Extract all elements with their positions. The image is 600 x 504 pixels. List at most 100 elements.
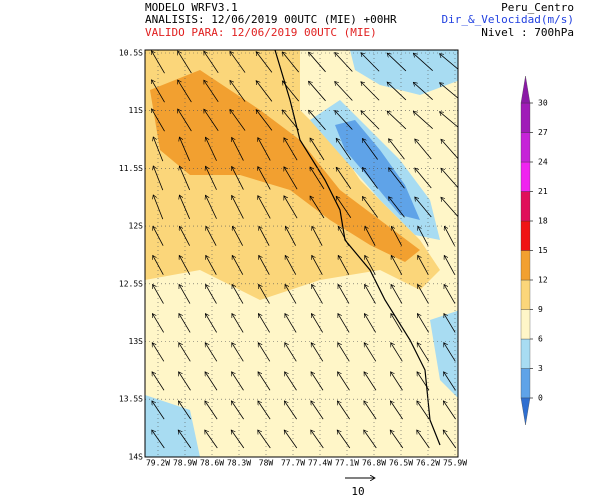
colorbar-label: 18 (538, 217, 548, 226)
lat-label: 13.5S (119, 395, 143, 404)
colorbar-label: 21 (538, 187, 548, 196)
wind-arrow (152, 430, 165, 449)
wind-arrow (256, 110, 273, 131)
wind-arrow (444, 284, 456, 304)
wind-arrow (258, 138, 271, 161)
wind-arrow (151, 343, 165, 362)
wind-arrow (361, 53, 380, 72)
colorbar-label: 30 (538, 99, 548, 108)
wind-arrow (284, 430, 298, 449)
wind-arrow (336, 167, 352, 189)
wind-arrow (258, 372, 271, 391)
wind-arrow (284, 167, 298, 190)
wind-arrow (231, 343, 244, 362)
wind-arrow (413, 82, 433, 100)
wind-arrow (284, 343, 297, 362)
lon-label: 76.5W (389, 459, 413, 468)
lon-label: 78.9W (173, 459, 197, 468)
wind-arrow (416, 343, 430, 362)
wind-arrow (417, 372, 430, 391)
wind-arrow (362, 196, 378, 218)
wind-arrow (230, 109, 246, 131)
lat-label: 14S (129, 452, 144, 461)
wind-arrow (205, 314, 217, 333)
wind-arrow (337, 314, 350, 333)
wind-arrow (177, 80, 192, 103)
wind-arrow (232, 137, 244, 161)
colorbar-label: 9 (538, 305, 543, 314)
wind-arrow (418, 226, 429, 246)
wind-arrow (285, 255, 297, 275)
wind-arrow (285, 284, 297, 304)
wind-arrow (311, 314, 323, 333)
wind-arrow (151, 80, 165, 103)
wind-arrow (387, 111, 407, 130)
lon-label: 75.9W (443, 459, 467, 468)
wind-arrow (232, 284, 244, 304)
wind-arrow (335, 52, 353, 72)
wind-arrow (179, 372, 191, 391)
wind-arrow (205, 401, 218, 420)
wind-arrow (152, 401, 165, 420)
colorbar-label: 3 (538, 364, 543, 373)
wind-arrow (364, 401, 377, 420)
wind-arrow (440, 83, 458, 99)
region: Peru_Centro (501, 1, 574, 14)
wind-arrow (335, 110, 353, 130)
lon-label: 78.3W (227, 459, 251, 468)
wind-arrow (309, 196, 325, 219)
colorbar-label: 15 (538, 246, 548, 255)
wind-arrow (387, 53, 407, 72)
wind-arrow (443, 430, 457, 449)
wind-arrow (230, 80, 246, 102)
wind-arrow (205, 166, 217, 190)
wind-arrow (204, 80, 219, 103)
wind-arrow (387, 82, 407, 101)
wind-arrow (282, 81, 300, 102)
wind-arrow (312, 255, 323, 275)
colorbar-bottom (520, 397, 531, 426)
wind-arrow (310, 343, 324, 362)
wind-arrow (232, 226, 243, 246)
wind-arrow (365, 255, 376, 275)
wind-arrow (284, 314, 297, 333)
wind-arrow (336, 138, 352, 160)
wind-arrow (390, 343, 403, 362)
wind-arrow (441, 197, 458, 218)
wind-arrow (338, 372, 350, 391)
wind-vectors (151, 51, 458, 449)
wind-arrow (178, 314, 191, 333)
wind-arrow (151, 51, 165, 74)
wind-arrow (259, 226, 270, 246)
wind-arrow (258, 167, 271, 190)
wind-arrow (258, 430, 271, 449)
wind-arrow (335, 81, 353, 101)
wind-arrow (413, 111, 433, 129)
wind-arrow (308, 81, 326, 102)
wind-arrow (417, 401, 430, 420)
wind-arrow (389, 197, 405, 218)
reference-label: 10 (351, 485, 364, 498)
wind-arrow (362, 138, 378, 160)
lon-label: 79.2W (146, 459, 170, 468)
wind-arrow (258, 314, 270, 333)
wind-arrow (389, 168, 405, 189)
wind-arrow (337, 430, 351, 449)
wind-arrow (415, 197, 432, 218)
wind-arrow (443, 314, 456, 333)
wind-arrow (259, 255, 270, 275)
wind-arrow (363, 343, 377, 362)
wind-arrow (204, 51, 219, 74)
wind-arrow (361, 111, 380, 130)
wind-arrow (391, 284, 403, 304)
wind-arrow (311, 430, 324, 449)
wind-arrow (206, 255, 217, 275)
wind-arrow (441, 168, 458, 189)
wind-arrow (153, 195, 164, 220)
wind-arrow (153, 255, 164, 275)
wind-arrow (179, 284, 191, 304)
wind-arrow (308, 110, 326, 131)
wind-arrow (418, 255, 429, 275)
wind-arrow (204, 109, 219, 132)
